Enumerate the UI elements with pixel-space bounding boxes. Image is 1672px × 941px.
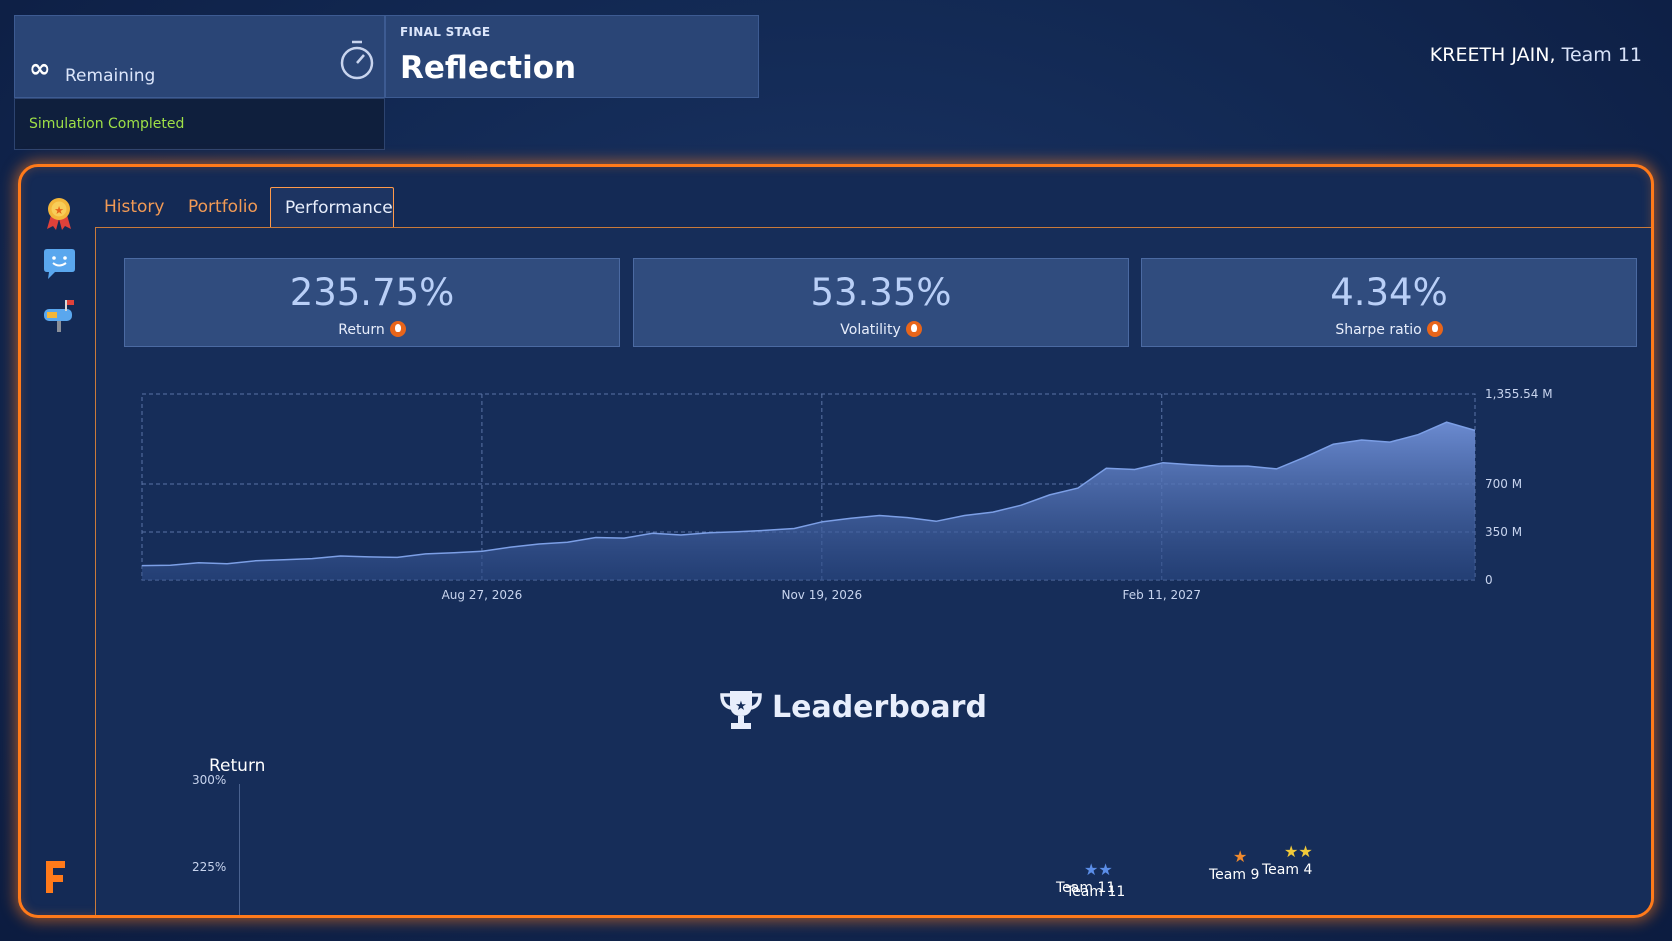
f-logo-icon (43, 857, 69, 897)
scatter-point: ★★ (1084, 862, 1113, 878)
infinity-icon: ∞ (29, 56, 51, 82)
tab-performance[interactable]: Performance (270, 187, 394, 227)
svg-text:★: ★ (735, 699, 747, 714)
status-text: Simulation Completed (29, 116, 184, 132)
stopwatch-icon (335, 36, 379, 84)
timer-panel: ∞ Remaining (14, 15, 385, 98)
leaderboard-title: Leaderboard (772, 690, 987, 725)
y-tick-label: 700 M (1485, 477, 1522, 491)
performance-content: 235.75% Return 53.35% Volatility 4.34% S… (95, 227, 1651, 915)
user-team: Team 11 (1562, 44, 1642, 66)
trophy-icon: ★ (718, 688, 764, 732)
y-tick-label: 1,355.54 M (1485, 387, 1553, 401)
scatter-point-label: Team 4 (1262, 862, 1312, 878)
scatter-point-label: Team 11 (1066, 884, 1125, 900)
scatter-point: ★ (1233, 849, 1247, 865)
user-info: KREETH JAIN, Team 11 (1430, 44, 1642, 66)
award-ribbon-icon[interactable]: ★ (41, 195, 77, 231)
stage-panel: FINAL STAGE Reflection (385, 15, 759, 98)
tab-portfolio[interactable]: Portfolio (188, 187, 258, 227)
side-rail: ★ (21, 167, 95, 915)
x-tick-label: Nov 19, 2026 (781, 588, 862, 602)
x-tick-label: Feb 11, 2027 (1122, 588, 1201, 602)
portfolio-value-chart: Aug 27, 2026 Nov 19, 2026 Feb 11, 2027 0 350… (96, 228, 1654, 608)
stage-label: FINAL STAGE (400, 25, 490, 39)
tab-history[interactable]: History (104, 187, 164, 227)
user-name: KREETH JAIN, (1430, 44, 1556, 66)
chat-smiley-icon[interactable] (41, 247, 77, 283)
x-tick-label: Aug 27, 2026 (442, 588, 523, 602)
scatter-point: ★★ (1284, 844, 1313, 860)
y-tick-label: 350 M (1485, 525, 1522, 539)
y-tick-label: 0 (1485, 573, 1493, 587)
stage-title: Reflection (400, 50, 576, 86)
scatter-y-tick: 300% (192, 773, 226, 787)
scatter-point-label: Team 9 (1209, 867, 1259, 883)
mailbox-icon[interactable] (41, 297, 77, 333)
main-panel: ★ History Portfolio Performance 235.75% … (18, 164, 1654, 918)
scatter-y-tick: 225% (192, 860, 226, 874)
scatter-y-axis (239, 784, 240, 918)
simulation-status: Simulation Completed (14, 98, 385, 150)
svg-text:★: ★ (54, 204, 64, 217)
remaining-label: Remaining (65, 66, 155, 86)
